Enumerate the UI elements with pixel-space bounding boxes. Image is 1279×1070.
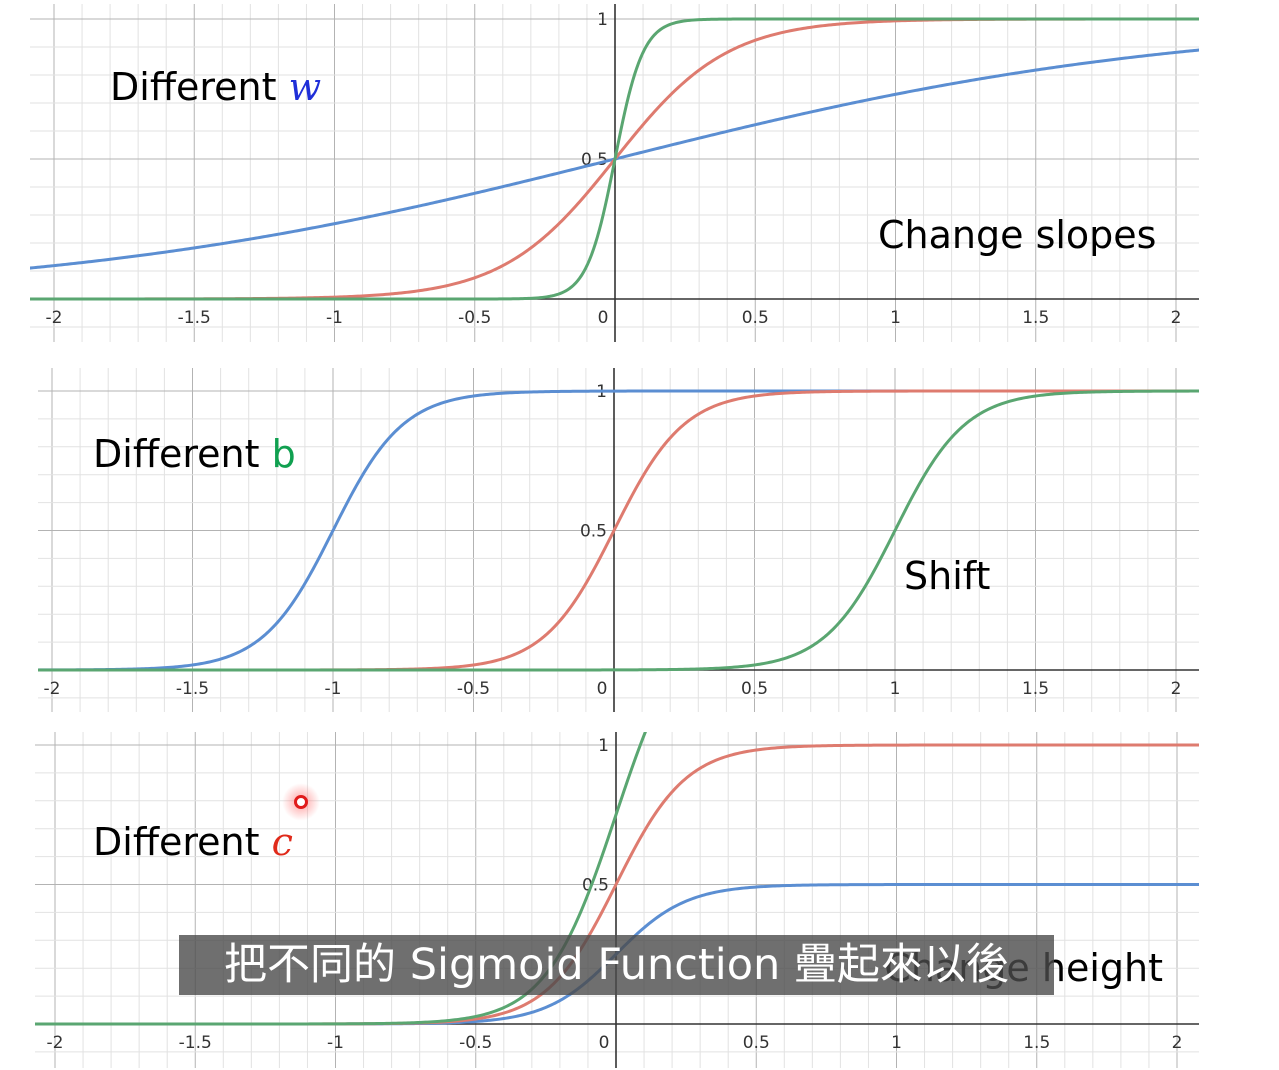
series-group [38,389,1199,672]
x-tick-label: 2 [1172,1033,1183,1053]
panel-note: Shift [904,554,990,598]
x-tick-label: 2 [1171,308,1182,328]
panel-note: Change slopes [878,213,1156,257]
heading-variable: w [289,65,322,109]
x-tick-label: 2 [1171,679,1182,699]
panel-heading: Different b [93,432,296,476]
x-tick-label: -0.5 [457,679,490,699]
x-tick-label: -1 [327,1033,344,1053]
x-tick-label: 1 [891,1033,902,1053]
x-tick-label: 0 [599,1033,610,1053]
x-tick-label: -1 [326,308,343,328]
series-line-3 [35,732,647,1026]
x-tick-label: 0 [598,308,609,328]
x-tick-label: 1 [890,308,901,328]
x-tick-label: 1 [890,679,901,699]
heading-prefix: Different [93,820,272,864]
x-tick-label: -1.5 [176,679,209,699]
heading-variable: b [272,432,296,476]
series-line-3 [38,389,1199,672]
x-tick-label: -1 [325,679,342,699]
y-tick-label: 0.5 [580,522,607,542]
x-tick-label: 1.5 [1022,679,1049,699]
y-tick-label: 1 [597,10,608,30]
y-tick-label: 1 [598,736,609,756]
x-tick-label: -2 [46,308,63,328]
series-group [30,17,1199,301]
grid [35,732,1199,1068]
x-tick-label: 0 [597,679,608,699]
heading-prefix: Different [93,432,272,476]
x-tick-label: 0.5 [741,679,768,699]
panel-heading: Different w [110,65,321,109]
heading-prefix: Different [110,65,289,109]
x-tick-label: 0.5 [742,308,769,328]
x-tick-label: -1.5 [179,1033,212,1053]
x-tick-label: -1.5 [178,308,211,328]
x-tick-label: -0.5 [459,1033,492,1053]
grid [38,368,1199,712]
x-tick-label: 1.5 [1022,308,1049,328]
x-tick-label: -2 [47,1033,64,1053]
video-subtitle: 把不同的 Sigmoid Function 疊起來以後 [179,935,1054,995]
x-tick-label: -0.5 [458,308,491,328]
series-line-3 [30,17,1199,301]
x-tick-label: 0.5 [743,1033,770,1053]
x-tick-label: -2 [44,679,61,699]
cursor-pointer-icon [294,795,308,809]
x-tick-label: 1.5 [1023,1033,1050,1053]
panel-heading: Different c [93,820,293,864]
heading-variable: c [272,820,293,864]
